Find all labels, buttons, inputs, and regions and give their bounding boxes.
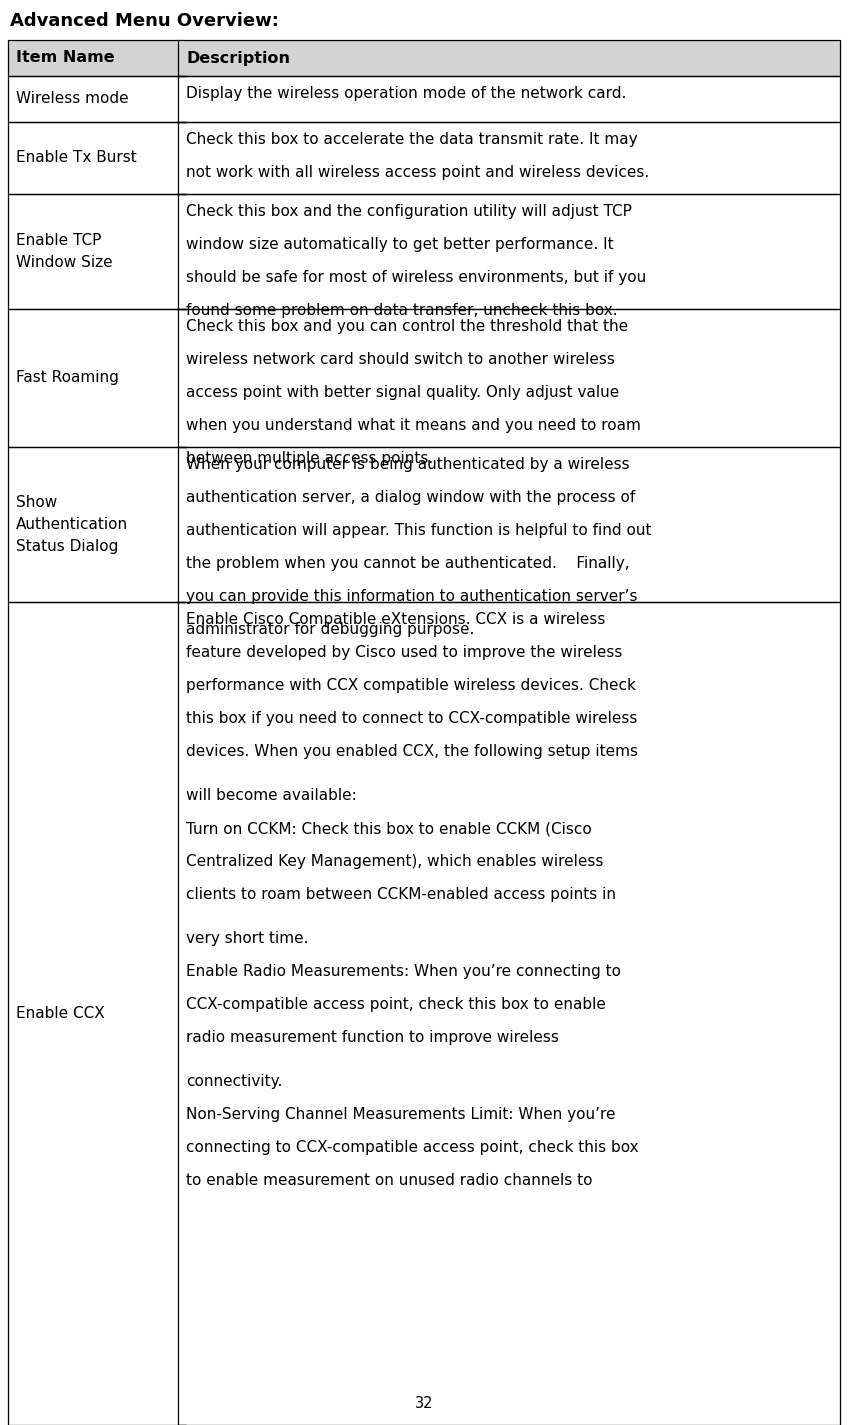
- Text: you can provide this information to authentication server’s: you can provide this information to auth…: [186, 589, 638, 604]
- Bar: [8, 447, 840, 601]
- Text: clients to roam between CCKM-enabled access points in: clients to roam between CCKM-enabled acc…: [186, 886, 616, 902]
- Text: devices. When you enabled CCX, the following setup items: devices. When you enabled CCX, the follo…: [186, 744, 638, 760]
- Text: will become available:: will become available:: [186, 788, 357, 804]
- Text: Fast Roaming: Fast Roaming: [16, 370, 119, 385]
- Bar: [8, 76, 840, 123]
- Text: When your computer is being authenticated by a wireless: When your computer is being authenticate…: [186, 457, 629, 472]
- Text: Enable Tx Burst: Enable Tx Burst: [16, 150, 137, 165]
- Text: very short time.: very short time.: [186, 931, 309, 946]
- Bar: [8, 123, 840, 194]
- Text: Check this box and the configuration utility will adjust TCP: Check this box and the configuration uti…: [186, 204, 632, 219]
- Text: feature developed by Cisco used to improve the wireless: feature developed by Cisco used to impro…: [186, 646, 622, 660]
- Text: 32: 32: [415, 1396, 433, 1411]
- Text: access point with better signal quality. Only adjust value: access point with better signal quality.…: [186, 385, 619, 400]
- Text: connectivity.: connectivity.: [186, 1074, 282, 1089]
- Text: not work with all wireless access point and wireless devices.: not work with all wireless access point …: [186, 165, 650, 180]
- Text: wireless network card should switch to another wireless: wireless network card should switch to a…: [186, 352, 615, 368]
- Text: Status Dialog: Status Dialog: [16, 539, 119, 554]
- Text: Check this box to accelerate the data transmit rate. It may: Check this box to accelerate the data tr…: [186, 133, 638, 147]
- Text: authentication will appear. This function is helpful to find out: authentication will appear. This functio…: [186, 523, 651, 539]
- Bar: [8, 123, 840, 194]
- Bar: [8, 309, 840, 447]
- Bar: [8, 76, 840, 123]
- Text: Turn on CCKM: Check this box to enable CCKM (Cisco: Turn on CCKM: Check this box to enable C…: [186, 821, 592, 836]
- Text: window size automatically to get better performance. It: window size automatically to get better …: [186, 237, 614, 252]
- Text: CCX-compatible access point, check this box to enable: CCX-compatible access point, check this …: [186, 997, 605, 1012]
- Text: performance with CCX compatible wireless devices. Check: performance with CCX compatible wireless…: [186, 678, 636, 693]
- Text: Enable CCX: Enable CCX: [16, 1006, 105, 1020]
- Text: Description: Description: [186, 50, 290, 66]
- Text: Enable Cisco Compatible eXtensions. CCX is a wireless: Enable Cisco Compatible eXtensions. CCX …: [186, 611, 605, 627]
- Text: to enable measurement on unused radio channels to: to enable measurement on unused radio ch…: [186, 1173, 593, 1188]
- Text: administrator for debugging purpose.: administrator for debugging purpose.: [186, 621, 474, 637]
- Bar: [8, 194, 840, 309]
- Text: found some problem on data transfer, uncheck this box.: found some problem on data transfer, unc…: [186, 304, 617, 318]
- Text: Enable TCP: Enable TCP: [16, 232, 102, 248]
- Text: connecting to CCX-compatible access point, check this box: connecting to CCX-compatible access poin…: [186, 1140, 639, 1156]
- Text: Check this box and you can control the threshold that the: Check this box and you can control the t…: [186, 319, 628, 333]
- Text: Item Name: Item Name: [16, 50, 114, 66]
- Text: Advanced Menu Overview:: Advanced Menu Overview:: [10, 11, 279, 30]
- Text: authentication server, a dialog window with the process of: authentication server, a dialog window w…: [186, 490, 635, 504]
- Text: when you understand what it means and you need to roam: when you understand what it means and yo…: [186, 418, 641, 433]
- Text: Centralized Key Management), which enables wireless: Centralized Key Management), which enabl…: [186, 854, 604, 869]
- Bar: [8, 309, 840, 447]
- Text: Authentication: Authentication: [16, 517, 128, 532]
- Text: Wireless mode: Wireless mode: [16, 91, 129, 107]
- Bar: [8, 40, 840, 76]
- Bar: [8, 447, 840, 601]
- Text: Show: Show: [16, 494, 58, 510]
- Bar: [8, 601, 840, 1425]
- Text: should be safe for most of wireless environments, but if you: should be safe for most of wireless envi…: [186, 269, 646, 285]
- Text: the problem when you cannot be authenticated.    Finally,: the problem when you cannot be authentic…: [186, 556, 629, 571]
- Text: this box if you need to connect to CCX-compatible wireless: this box if you need to connect to CCX-c…: [186, 711, 638, 725]
- Bar: [8, 194, 840, 309]
- Text: Non-Serving Channel Measurements Limit: When you’re: Non-Serving Channel Measurements Limit: …: [186, 1107, 616, 1121]
- Text: Window Size: Window Size: [16, 255, 113, 269]
- Text: Enable Radio Measurements: When you’re connecting to: Enable Radio Measurements: When you’re c…: [186, 963, 621, 979]
- Text: Display the wireless operation mode of the network card.: Display the wireless operation mode of t…: [186, 86, 627, 101]
- Text: between multiple access points.: between multiple access points.: [186, 450, 433, 466]
- Bar: [8, 40, 840, 76]
- Text: radio measurement function to improve wireless: radio measurement function to improve wi…: [186, 1030, 559, 1045]
- Bar: [8, 601, 840, 1425]
